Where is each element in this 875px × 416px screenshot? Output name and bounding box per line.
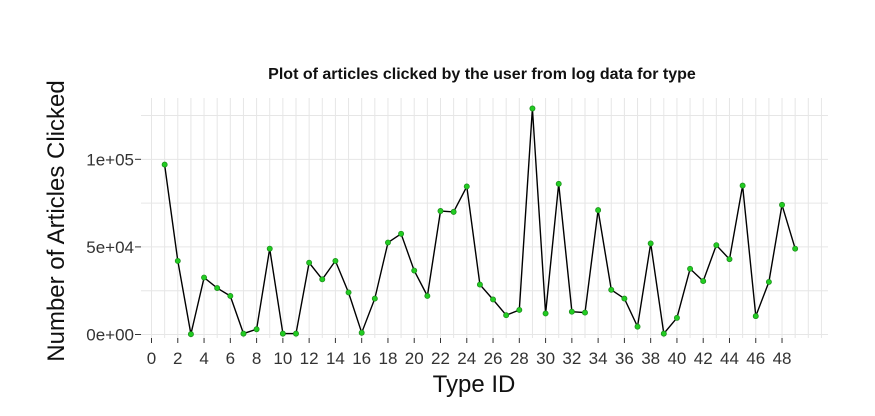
x-tick-label: 18: [378, 349, 397, 368]
data-point: [187, 331, 194, 338]
data-point: [411, 267, 418, 274]
data-point: [647, 240, 654, 247]
data-point: [227, 293, 234, 299]
data-point: [463, 183, 470, 190]
x-tick-label: 28: [510, 349, 529, 368]
y-axis-title: Number of Articles Clicked: [43, 80, 70, 361]
x-tick-label: 0: [147, 349, 156, 368]
data-point: [398, 230, 405, 237]
data-point: [385, 239, 391, 246]
x-tick-label: 6: [226, 349, 235, 368]
x-tick-label: 48: [773, 349, 792, 368]
data-point: [174, 257, 181, 264]
data-point: [726, 256, 733, 263]
data-point: [358, 329, 365, 336]
x-tick-label: 34: [589, 349, 608, 368]
data-point: [739, 182, 746, 189]
data-point: [779, 201, 785, 208]
data-point: [450, 208, 457, 215]
data-point: [240, 330, 247, 337]
data-point: [266, 245, 273, 252]
data-point: [161, 161, 168, 168]
data-point: [306, 259, 313, 266]
x-tick-label: 44: [720, 349, 739, 368]
y-tick-label: 5e+04: [86, 238, 134, 257]
data-point: [542, 310, 549, 317]
x-tick-label: 16: [352, 349, 371, 368]
x-axis-title: Type ID: [433, 371, 516, 398]
data-point: [424, 293, 431, 299]
data-point: [332, 257, 339, 264]
data-point: [555, 180, 562, 187]
series: [161, 105, 799, 338]
data-point: [516, 307, 523, 313]
data-point: [634, 323, 641, 330]
x-tick-label: 2: [173, 349, 182, 368]
data-point: [660, 330, 667, 337]
data-point: [621, 295, 628, 302]
data-point: [503, 312, 510, 319]
data-point: [713, 242, 720, 249]
data-point: [490, 296, 496, 303]
x-tick-label: 46: [746, 349, 765, 368]
x-tick-label: 14: [326, 349, 345, 368]
data-point: [293, 330, 299, 337]
data-point: [752, 313, 759, 320]
data-point: [476, 281, 483, 288]
x-tick-label: 20: [405, 349, 424, 368]
data-point: [608, 286, 615, 293]
data-point: [673, 314, 680, 321]
data-point: [345, 289, 352, 296]
x-tick-label: 40: [667, 349, 686, 368]
data-point: [792, 245, 799, 252]
x-tick-label: 12: [300, 349, 319, 368]
labels: Plot of articles clicked by the user fro…: [43, 66, 696, 398]
x-tick-label: 4: [199, 349, 208, 368]
x-tick-label: 42: [694, 349, 713, 368]
data-point: [214, 285, 221, 292]
data-point: [279, 330, 286, 337]
x-tick-label: 36: [615, 349, 634, 368]
data-point: [319, 276, 326, 283]
x-tick-label: 38: [641, 349, 660, 368]
x-tick-label: 24: [457, 349, 476, 368]
x-tick-label: 30: [536, 349, 555, 368]
x-tick-label: 32: [562, 349, 581, 368]
data-point: [437, 208, 444, 214]
data-point: [700, 278, 707, 285]
data-point: [687, 265, 694, 272]
data-point: [568, 308, 575, 315]
x-tick-label: 10: [273, 349, 292, 368]
x-tick-label: 22: [431, 349, 450, 368]
data-point: [765, 278, 772, 285]
x-tick-label: 26: [484, 349, 503, 368]
data-point: [529, 105, 536, 112]
x-tick-label: 8: [252, 349, 261, 368]
data-point: [253, 326, 260, 333]
data-point: [582, 309, 588, 316]
y-tick-label: 0e+00: [86, 325, 134, 344]
y-tick-label: 1e+05: [86, 150, 134, 169]
chart-title: Plot of articles clicked by the user fro…: [268, 66, 696, 83]
data-point: [595, 207, 602, 214]
data-point: [371, 295, 378, 302]
grid: [141, 98, 828, 338]
data-point: [201, 274, 208, 281]
